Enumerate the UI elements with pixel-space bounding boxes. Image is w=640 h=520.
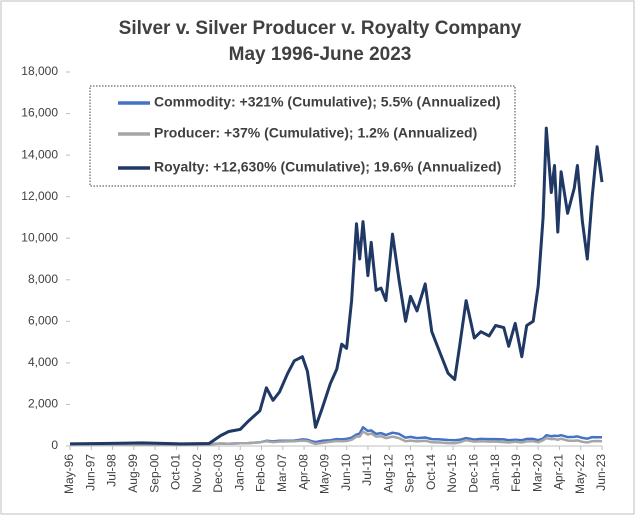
x-tick-label: Feb-06 bbox=[254, 454, 268, 492]
x-tick-label: Sep-13 bbox=[403, 454, 417, 493]
x-tick-label: Nov-02 bbox=[190, 454, 204, 493]
x-tick-label: Aug-99 bbox=[126, 454, 140, 493]
x-tick-label: Jul-11 bbox=[360, 454, 374, 486]
x-tick-label: Dec-16 bbox=[466, 454, 480, 493]
y-tick-label: 12,000 bbox=[21, 189, 58, 203]
x-tick-label: Dec-03 bbox=[211, 454, 225, 493]
y-tick-label: 14,000 bbox=[21, 147, 58, 161]
series-line bbox=[69, 430, 603, 447]
x-tick-label: May-96 bbox=[62, 454, 76, 494]
x-tick-label: Nov-15 bbox=[445, 454, 459, 493]
x-tick-label: Feb-19 bbox=[509, 454, 523, 492]
y-tick-label: 10,000 bbox=[21, 230, 58, 244]
legend-label: Royalty: +12,630% (Cumulative); 19.6% (A… bbox=[154, 159, 501, 175]
y-tick-label: 2,000 bbox=[28, 397, 58, 411]
x-tick-label: Sep-00 bbox=[147, 454, 161, 493]
x-tick-label: Jun-23 bbox=[594, 454, 608, 491]
x-tick-label: Apr-08 bbox=[296, 454, 310, 490]
x-tick-label: May-22 bbox=[573, 454, 587, 494]
series-line bbox=[69, 126, 604, 446]
x-tick-label: Mar-20 bbox=[530, 454, 544, 492]
chart-subtitle: May 1996-June 2023 bbox=[229, 44, 412, 65]
legend-label: Producer: +37% (Cumulative); 1.2% (Annua… bbox=[154, 125, 477, 141]
x-tick-label: Jul-98 bbox=[105, 454, 119, 487]
y-tick-label: 8,000 bbox=[28, 272, 58, 286]
legend-label: Commodity: +321% (Cumulative); 5.5% (Ann… bbox=[154, 94, 501, 110]
y-tick-label: 0 bbox=[51, 438, 58, 452]
legend-box bbox=[89, 85, 516, 187]
x-tick-label: Aug-12 bbox=[381, 454, 395, 493]
x-tick-label: May-09 bbox=[318, 454, 332, 494]
x-tick-label: Jan-18 bbox=[488, 454, 502, 491]
x-tick-label: Jun-97 bbox=[83, 454, 97, 491]
y-tick-label: 18,000 bbox=[21, 64, 58, 78]
x-tick-label: Apr-21 bbox=[552, 454, 566, 490]
chart-title: Silver v. Silver Producer v. Royalty Com… bbox=[119, 18, 522, 39]
x-tick-label: Oct-14 bbox=[424, 454, 438, 490]
x-tick-label: Jan-05 bbox=[232, 454, 246, 491]
x-tick-label: Oct-01 bbox=[169, 454, 183, 490]
y-tick-label: 6,000 bbox=[28, 314, 58, 328]
y-tick-label: 16,000 bbox=[21, 106, 58, 120]
y-tick-label: 4,000 bbox=[28, 355, 58, 369]
x-tick-label: Mar-07 bbox=[275, 454, 289, 492]
x-tick-label: Jun-10 bbox=[339, 454, 353, 491]
